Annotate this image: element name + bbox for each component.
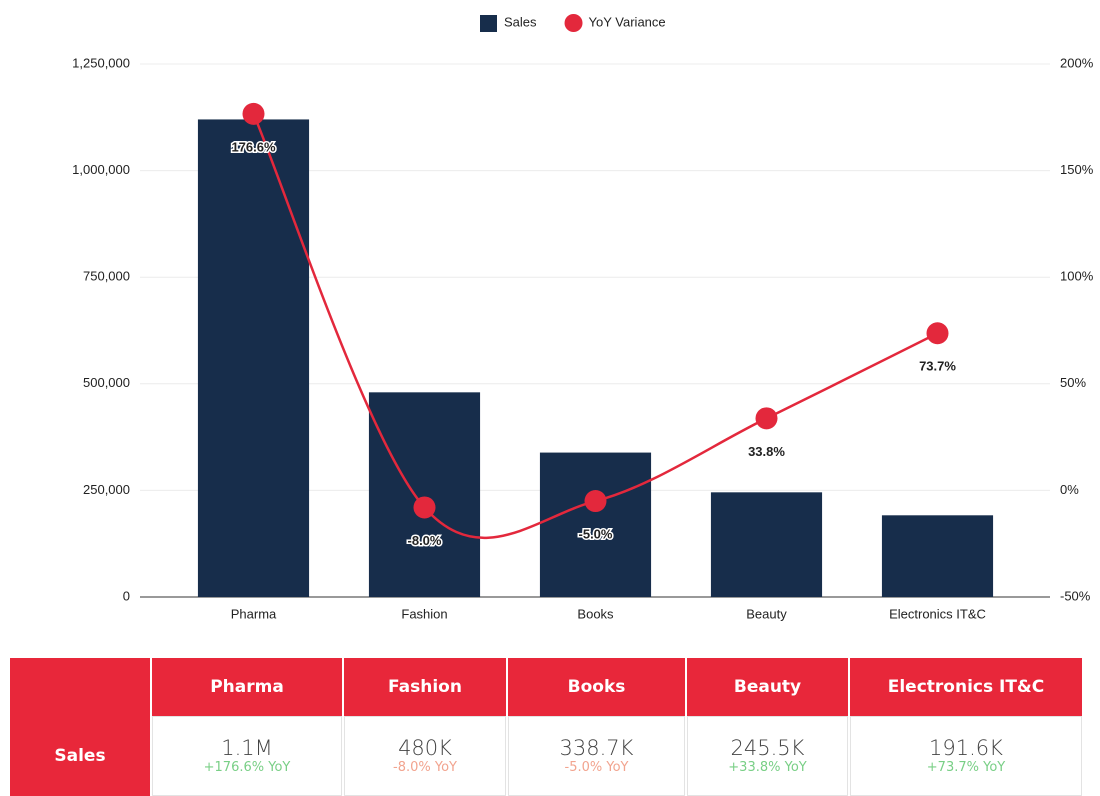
legend-swatch — [480, 15, 497, 32]
header-text: Fashion — [388, 677, 462, 697]
legend-label: Sales — [504, 14, 537, 29]
header-cell: Books — [508, 658, 685, 716]
y2-tick-label: 100% — [1060, 269, 1094, 284]
bar — [710, 492, 823, 597]
cell-change: +176.6% YoY — [203, 760, 291, 775]
header-text: Beauty — [733, 677, 802, 697]
point — [755, 407, 778, 430]
data-label: -5.0% — [579, 526, 613, 541]
y-tick-label: 750,000 — [83, 269, 130, 284]
point — [584, 490, 607, 513]
bar — [197, 119, 310, 597]
header-cell: Electronics IT&C — [850, 658, 1082, 716]
x-tick-label: Pharma — [231, 606, 277, 621]
point — [413, 496, 436, 519]
bar — [539, 452, 652, 597]
point — [242, 102, 265, 125]
cell-value: 338.7K — [559, 736, 634, 760]
y2-tick-label: 50% — [1060, 375, 1086, 390]
cell-value: 245.5K — [730, 736, 805, 760]
table-cell: 480K -8.0% YoY — [344, 716, 506, 796]
chart: 0 250,000 500,000 750,000 1,000,000 1,250,000… — [72, 14, 1094, 621]
cell-value: 480K — [398, 736, 452, 760]
bar — [368, 392, 481, 597]
legend-swatch — [564, 14, 583, 32]
x-tick-label: Electronics IT&C — [889, 606, 986, 621]
table-cell: 191.6K +73.7% YoY — [850, 716, 1082, 796]
cell-change: +73.7% YoY — [926, 760, 1006, 775]
data-label: 33.8% — [748, 444, 785, 459]
header-cell: Pharma — [152, 658, 342, 716]
header-corner — [10, 658, 150, 716]
header-text: Books — [567, 677, 626, 697]
y2-tick-label: -50% — [1060, 588, 1091, 603]
cell-value: 191.6K — [929, 736, 1003, 760]
y-tick-label: 1,000,000 — [72, 162, 130, 177]
data-label: 176.6% — [231, 139, 276, 154]
header-text: Electronics IT&C — [887, 677, 1045, 697]
point — [926, 322, 949, 345]
cell-value: 1.1M — [221, 736, 273, 760]
header-cell: Beauty — [687, 658, 848, 716]
cell-change: -5.0% YoY — [564, 760, 629, 775]
y-tick-label: 0 — [123, 588, 130, 603]
table-cell: 338.7K -5.0% YoY — [508, 716, 685, 796]
cell-change: +33.8% YoY — [728, 760, 807, 775]
row-label-cell: Sales — [10, 716, 150, 796]
x-tick-label: Books — [577, 606, 614, 621]
table-cell: 1.1M +176.6% YoY — [152, 716, 342, 796]
header-text: Pharma — [210, 677, 284, 697]
line — [252, 113, 939, 540]
x-tick-label: Fashion — [401, 606, 447, 621]
table-cell: 245.5K +33.8% YoY — [687, 716, 848, 796]
x-tick-label: Beauty — [746, 606, 787, 621]
legend-label: YoY Variance — [589, 14, 666, 29]
cell-change: -8.0% YoY — [393, 760, 457, 775]
data-label: -8.0% — [408, 533, 442, 548]
y2-tick-label: 200% — [1060, 55, 1094, 70]
header-cell: Fashion — [344, 658, 506, 716]
bar — [881, 515, 994, 597]
y2-tick-label: 0% — [1060, 482, 1079, 497]
y-tick-label: 250,000 — [83, 482, 130, 497]
y2-tick-label: 150% — [1060, 162, 1094, 177]
y-tick-label: 500,000 — [83, 375, 130, 390]
y-tick-label: 1,250,000 — [72, 55, 130, 70]
row-label: Sales — [54, 746, 106, 766]
data-label: 73.7% — [919, 359, 956, 374]
